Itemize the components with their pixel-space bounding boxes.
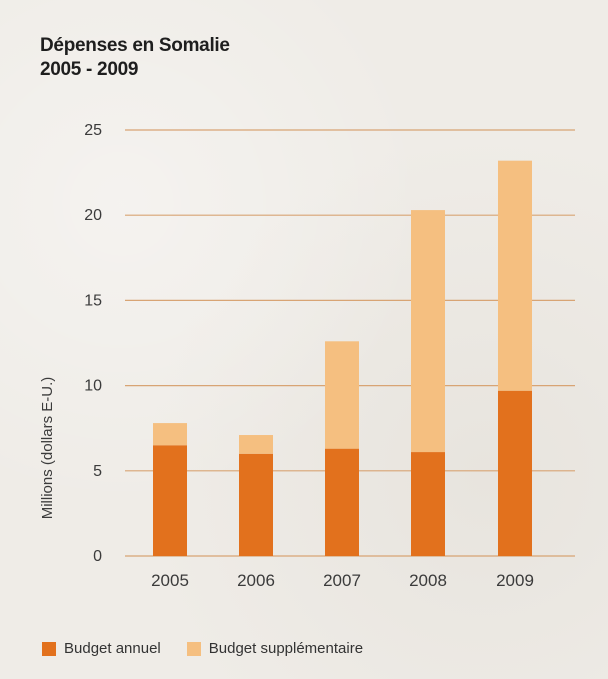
x-tick-label: 2007: [323, 571, 361, 590]
y-tick-label: 5: [93, 463, 102, 480]
bar-annual-2005: [153, 445, 187, 556]
legend-item-annual: Budget annuel: [42, 640, 161, 657]
x-tick-label: 2006: [237, 571, 275, 590]
chart-title: Dépenses en Somalie 2005 - 2009: [40, 34, 230, 82]
bar-annual-2006: [239, 453, 273, 556]
bar-supplementary-2007: [325, 341, 359, 449]
y-tick-label: 10: [84, 378, 102, 395]
y-tick-label: 15: [84, 292, 102, 309]
bar-supplementary-2009: [498, 160, 532, 391]
legend-label-supplementary: Budget supplémentaire: [208, 640, 364, 657]
x-tick-label: 2008: [409, 571, 447, 590]
legend-label-annual: Budget annuel: [64, 640, 161, 657]
bar-supplementary-2008: [411, 210, 445, 453]
y-tick-labels: 0 5 10 15 20 25: [84, 122, 102, 565]
legend-swatch-annual: [42, 641, 56, 656]
x-tick-label: 2005: [151, 571, 189, 590]
y-tick-label: 25: [84, 122, 102, 139]
bar-annual-2009: [498, 390, 532, 556]
chart-title-line-2: 2005 - 2009: [40, 59, 139, 80]
y-axis-label: Millions (dollars E-U.): [39, 377, 56, 520]
x-tick-label: 2009: [496, 571, 534, 590]
bar-annual-2008: [411, 452, 445, 556]
bars: [153, 160, 532, 556]
legend: Budget annuel Budget supplémentaire: [42, 640, 389, 657]
y-tick-label: 0: [93, 548, 102, 565]
bar-supplementary-2006: [239, 435, 273, 454]
bar-annual-2007: [325, 448, 359, 556]
y-tick-label: 20: [84, 207, 102, 224]
chart-title-line-1: Dépenses en Somalie: [40, 35, 230, 56]
bar-supplementary-2005: [153, 423, 187, 446]
x-tick-labels: 2005 2006 2007 2008 2009: [151, 571, 534, 590]
legend-swatch-supplementary: [186, 641, 201, 656]
legend-item-supplementary: Budget supplémentaire: [186, 640, 364, 657]
